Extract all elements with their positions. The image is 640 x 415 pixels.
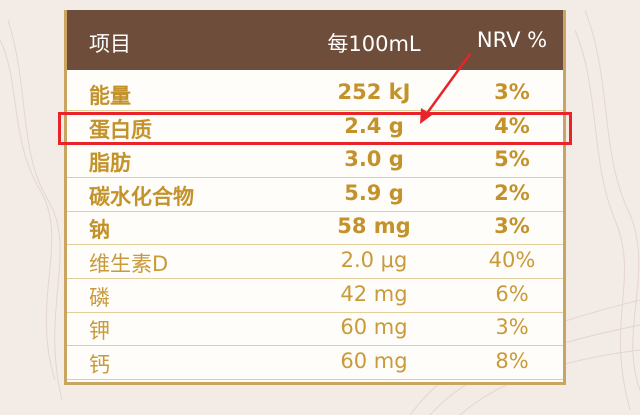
nrv-percent: 5%: [494, 147, 530, 172]
amount: 42 mg: [340, 281, 408, 306]
nrv-percent: 2%: [494, 180, 530, 205]
amount: 2.0 μg: [340, 248, 408, 272]
nrv-percent: 40%: [488, 248, 536, 272]
nrv-percent: 3%: [494, 80, 530, 104]
nutrient-name: 维生素D: [89, 252, 169, 276]
nutrient-name: 磷: [89, 285, 110, 310]
nutrient-name: 钾: [89, 319, 110, 344]
highlight-box: [58, 112, 572, 145]
nrv-percent: 8%: [495, 348, 529, 373]
table-row: 磷 42 mg 6%: [67, 279, 563, 313]
table-row: 维生素D 2.0 μg 40%: [67, 245, 563, 279]
nrv-percent: 6%: [495, 281, 529, 306]
nrv-percent: 4%: [494, 113, 530, 138]
header-nrv: NRV %: [476, 28, 548, 52]
amount: 252 kJ: [337, 80, 411, 104]
header-item: 项目: [89, 32, 131, 56]
amount: 60 mg: [340, 348, 408, 373]
nutrient-name: 碳水化合物: [89, 184, 194, 209]
nutrient-name: 能量: [89, 84, 131, 108]
nutrient-name: 钠: [89, 218, 110, 243]
amount: 3.0 g: [344, 147, 404, 172]
nrv-percent: 3%: [495, 315, 529, 340]
nutrient-name: 蛋白质: [89, 117, 152, 142]
amount: 60 mg: [340, 315, 408, 340]
table-row: 钠 58 mg 3%: [67, 211, 563, 246]
table-row: 能量 252 kJ 3%: [67, 77, 563, 111]
header-per: 每100mL: [327, 32, 421, 56]
nutrition-table: 项目 每100mL NRV % 能量 252 kJ 3% 蛋白质 2.4 g 4% 脂肪 3.…: [64, 10, 566, 385]
amount: 2.4 g: [344, 113, 404, 138]
table-row: 钙 60 mg 8%: [67, 346, 563, 380]
nrv-percent: 3%: [494, 214, 530, 239]
table-row: 碳水化合物 5.9 g 2%: [67, 178, 563, 212]
table-row: 脂肪 3.0 g 5%: [67, 144, 563, 179]
amount: 58 mg: [337, 214, 411, 239]
nutrient-name: 脂肪: [89, 151, 131, 176]
table-row: 钾 60 mg 3%: [67, 312, 563, 347]
table-header: 项目 每100mL NRV %: [67, 10, 563, 70]
amount: 5.9 g: [344, 180, 404, 205]
nutrient-name: 钙: [89, 352, 110, 377]
